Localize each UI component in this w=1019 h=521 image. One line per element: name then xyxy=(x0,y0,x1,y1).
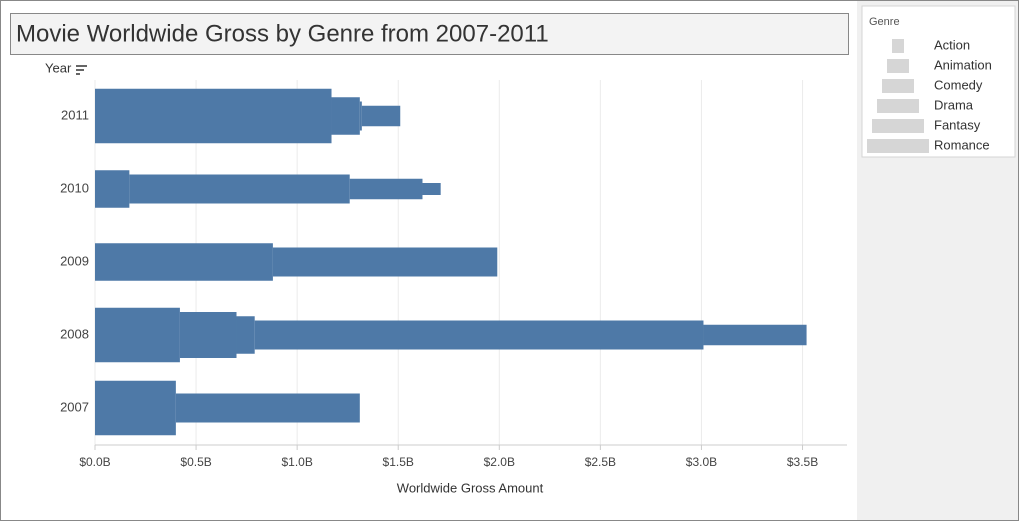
x-tick-label: $0.5B xyxy=(180,455,211,469)
legend-swatch xyxy=(887,59,909,73)
x-axis-label: Worldwide Gross Amount xyxy=(397,480,544,495)
bar-segment xyxy=(95,170,130,208)
bar-segment xyxy=(703,324,807,346)
bar-segment xyxy=(95,243,273,281)
y-tick-label: 2011 xyxy=(61,107,89,122)
x-tick-label: $3.5B xyxy=(787,455,818,469)
legend-swatch xyxy=(882,79,914,93)
chart-title: Movie Worldwide Gross by Genre from 2007… xyxy=(16,20,549,47)
legend-label: Comedy xyxy=(934,77,983,92)
sort-icon[interactable] xyxy=(76,65,87,75)
legend-label: Romance xyxy=(934,137,990,152)
x-tick-label: $1.5B xyxy=(383,455,414,469)
legend-label: Drama xyxy=(934,97,974,112)
x-tick-label: $2.5B xyxy=(585,455,616,469)
bar-segment xyxy=(349,178,423,200)
y-tick-label: 2010 xyxy=(60,180,89,195)
bar-segment xyxy=(95,380,176,436)
legend-swatch xyxy=(867,139,929,153)
x-tick-label: $1.0B xyxy=(281,455,312,469)
bar-segment xyxy=(272,247,498,277)
x-tick-label: $2.0B xyxy=(484,455,515,469)
legend-swatch xyxy=(892,39,904,53)
bar-segment xyxy=(179,312,237,358)
legend-label: Animation xyxy=(934,57,992,72)
y-tick-label: 2007 xyxy=(60,399,89,414)
bar-segment xyxy=(95,307,180,363)
bar-segment xyxy=(331,97,360,135)
bar-segment xyxy=(95,88,332,144)
x-tick-label: $3.0B xyxy=(686,455,717,469)
bar-segment xyxy=(359,101,362,131)
bar-segment xyxy=(236,316,255,354)
legend-swatch xyxy=(872,119,924,133)
y-tick-label: 2009 xyxy=(60,253,89,268)
legend-title: Genre xyxy=(869,16,900,28)
legend-label: Fantasy xyxy=(934,117,981,132)
y-tick-label: 2008 xyxy=(60,326,89,341)
bar-segment xyxy=(129,174,350,204)
bar-segment xyxy=(175,393,360,423)
title-box xyxy=(10,13,849,55)
bar-segment xyxy=(422,183,441,195)
legend-label: Action xyxy=(934,37,970,52)
bar-segment xyxy=(361,105,401,127)
legend-swatch xyxy=(877,99,919,113)
bar-segment xyxy=(254,320,704,350)
x-tick-label: $0.0B xyxy=(79,455,110,469)
y-axis-label: Year xyxy=(45,60,72,75)
